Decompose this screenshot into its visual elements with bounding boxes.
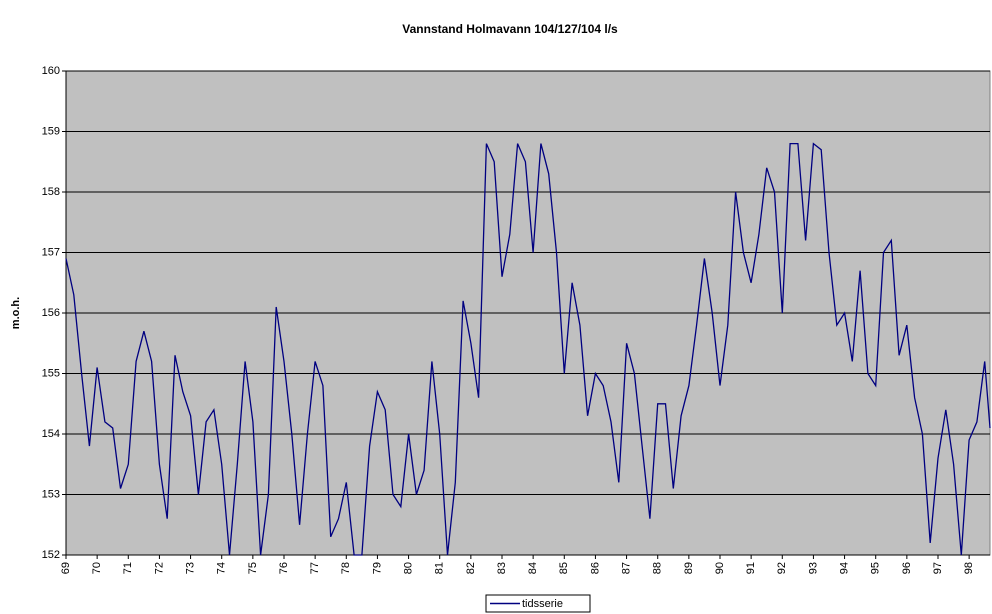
x-tick-label: 82 — [465, 562, 477, 574]
x-tick-label: 95 — [870, 562, 882, 574]
x-tick-label: 73 — [184, 562, 196, 574]
x-tick-label: 71 — [122, 562, 134, 574]
x-tick-label: 81 — [434, 562, 446, 574]
x-tick-label: 92 — [776, 562, 788, 574]
x-tick-label: 98 — [963, 562, 975, 574]
legend-box — [485, 594, 591, 613]
x-tick-label: 93 — [807, 562, 819, 574]
x-tick-label: 96 — [901, 562, 913, 574]
legend: tidsserie — [485, 594, 591, 613]
x-tick-label: 85 — [558, 562, 570, 574]
y-tick-label: 157 — [42, 246, 60, 258]
x-tick-label: 75 — [247, 562, 259, 574]
x-tick-label: 78 — [340, 562, 352, 574]
x-tick-label: 72 — [153, 562, 165, 574]
y-tick-label: 152 — [42, 549, 60, 561]
y-tick-label: 160 — [42, 65, 60, 77]
legend-label: tidsserie — [522, 598, 563, 610]
x-tick-label: 70 — [91, 562, 103, 574]
x-tick-label: 90 — [714, 562, 726, 574]
x-tick-label: 94 — [838, 562, 850, 574]
y-tick-label: 153 — [42, 488, 60, 500]
x-tick-label: 88 — [652, 562, 664, 574]
x-tick-label: 74 — [216, 562, 228, 574]
x-tick-label: 77 — [309, 562, 321, 574]
y-tick-label: 155 — [42, 367, 60, 379]
x-tick-label: 91 — [745, 562, 757, 574]
y-tick-label: 159 — [42, 125, 60, 137]
y-tick-label: 158 — [42, 186, 60, 198]
x-tick-label: 69 — [60, 562, 72, 574]
chart-title: Vannstand Holmavann 104/127/104 l/s — [402, 22, 618, 36]
y-axis-label: m.o.h. — [10, 297, 22, 329]
y-tick-label: 156 — [42, 307, 60, 319]
x-tick-label: 83 — [496, 562, 508, 574]
x-tick-label: 86 — [589, 562, 601, 574]
x-tick-label: 76 — [278, 562, 290, 574]
series-line — [65, 142, 991, 556]
x-tick-label: 89 — [683, 562, 695, 574]
x-tick-label: 84 — [527, 562, 539, 574]
x-tick-label: 80 — [402, 562, 414, 574]
y-tick-label: 154 — [42, 428, 60, 440]
x-tick-label: 79 — [371, 562, 383, 574]
x-tick-label: 87 — [620, 562, 632, 574]
x-tick-label: 97 — [932, 562, 944, 574]
